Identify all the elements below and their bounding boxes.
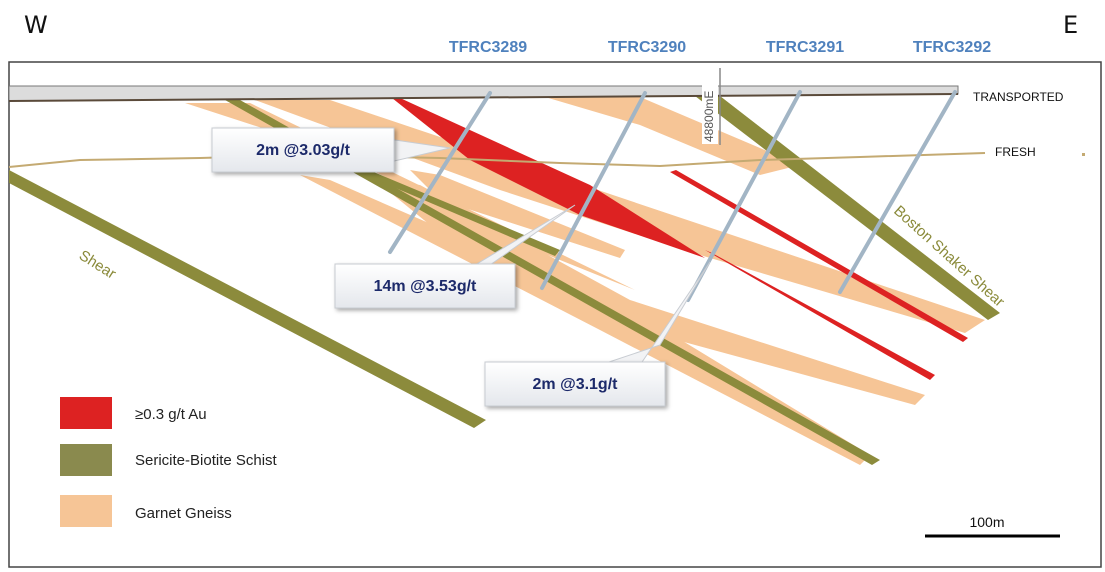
intercept-text-3: 2m @3.1g/t [533,376,619,393]
legend-swatch-schist [60,444,112,476]
gold-mineralisation [392,98,968,380]
drill-traces [388,90,957,302]
fresh-endpoint-marker [1082,153,1085,156]
legend-label-gold: ≥0.3 g/t Au [135,406,207,423]
drillhole-label-tfrc3290: TFRC3290 [608,39,686,56]
legend-swatch-gneiss [60,495,112,527]
sericite-biotite-schist [9,96,1000,465]
legend-swatch-gold [60,397,112,429]
east-label: E [1063,11,1078,39]
legend: ≥0.3 g/t Au Sericite-Biotite Schist Garn… [60,397,278,527]
intercept-callout-3: 2m @3.1g/t [484,361,666,407]
drill-trace-tfrc3289 [388,91,492,254]
drill-trace-tfrc3290 [540,91,647,290]
drill-trace-tfrc3292 [838,90,957,294]
intercept-callout-1: 2m @3.03g/t [211,127,395,173]
fresh-label: FRESH [995,145,1036,159]
gridline-label: 48800mE [702,91,716,142]
west-label: W [24,11,48,39]
legend-label-gneiss: Garnet Gneiss [135,505,232,522]
legend-label-schist: Sericite-Biotite Schist [135,452,278,469]
scale-bar: 100m [925,514,1060,538]
drillhole-label-tfrc3291: TFRC3291 [766,39,844,56]
drillhole-label-tfrc3292: TFRC3292 [913,39,991,56]
intercept-callout-2: 14m @3.53g/t [334,263,516,309]
drill-trace-tfrc3291 [686,90,802,302]
scale-bar-label: 100m [969,514,1004,530]
intercept-text-1: 2m @3.03g/t [256,142,351,159]
drillhole-label-tfrc3289: TFRC3289 [449,39,527,56]
fresh-boundary-line [9,152,986,168]
intercept-text-2: 14m @3.53g/t [374,278,477,295]
transported-label: TRANSPORTED [973,90,1064,104]
